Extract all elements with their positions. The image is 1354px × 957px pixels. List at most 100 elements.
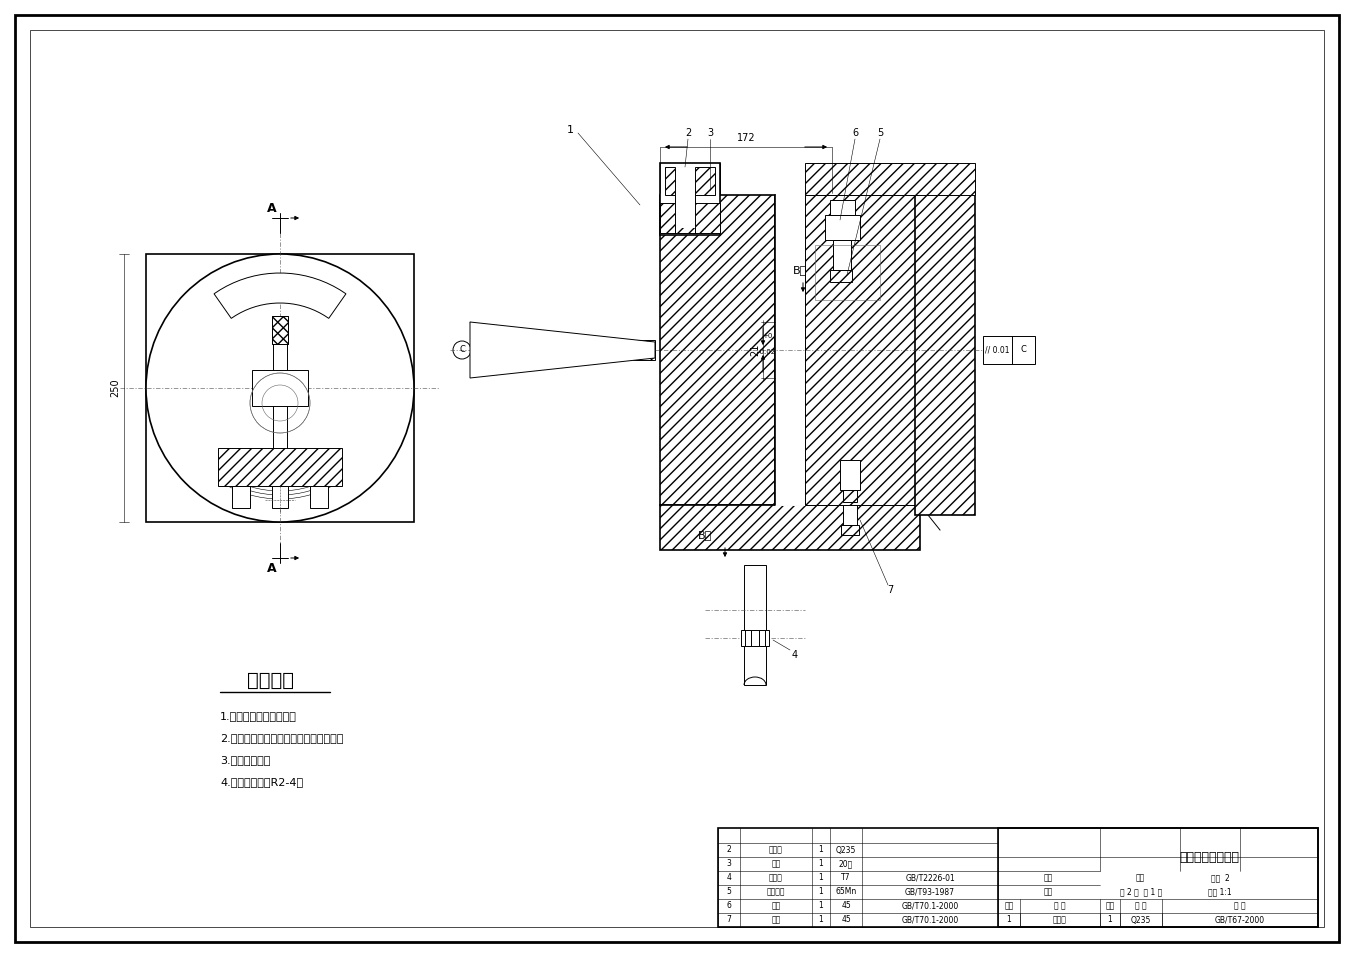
Bar	[659, 195, 774, 505]
Bar	[310, 486, 328, 508]
Bar	[676, 167, 695, 227]
Text: 制图: 制图	[1044, 887, 1052, 897]
Text: GB/T70.1-2000: GB/T70.1-2000	[902, 916, 959, 924]
Text: 1: 1	[819, 859, 823, 869]
Text: 技术要求: 技术要求	[246, 671, 294, 689]
Text: GB/T93-1987: GB/T93-1987	[904, 887, 955, 897]
Text: 45: 45	[841, 901, 850, 910]
Text: 螺母: 螺母	[772, 901, 781, 910]
Bar	[806, 163, 975, 195]
Text: 3: 3	[727, 859, 731, 869]
Text: 2: 2	[685, 128, 691, 138]
Text: C: C	[1020, 345, 1026, 354]
Text: 7: 7	[727, 916, 731, 924]
Text: 2.铸件应进行时效，退火，去应力处理。: 2.铸件应进行时效，退火，去应力处理。	[219, 733, 344, 743]
Bar	[830, 200, 854, 215]
Text: GB/T2226-01: GB/T2226-01	[904, 874, 955, 882]
Text: 平键块: 平键块	[769, 845, 783, 855]
Bar	[745, 630, 751, 646]
Text: -0.02: -0.02	[758, 349, 776, 355]
Text: 数量: 数量	[1105, 901, 1114, 910]
Text: 2: 2	[727, 845, 731, 855]
Text: GB/T70.1-2000: GB/T70.1-2000	[902, 901, 959, 910]
Text: Q235: Q235	[835, 845, 856, 855]
Text: A: A	[267, 202, 276, 214]
Text: B向: B向	[793, 265, 807, 275]
Text: 6: 6	[727, 901, 731, 910]
Text: 螺母: 螺母	[772, 916, 781, 924]
Text: 7: 7	[887, 585, 894, 595]
Text: 共 2 张  第 1 张: 共 2 张 第 1 张	[1120, 887, 1162, 897]
Text: 6: 6	[852, 128, 858, 138]
Bar	[272, 316, 288, 344]
Text: C: C	[459, 345, 464, 354]
Bar	[774, 195, 806, 505]
Text: T7: T7	[841, 874, 850, 882]
Text: 5: 5	[727, 887, 731, 897]
Text: 65Mn: 65Mn	[835, 887, 857, 897]
Text: 1: 1	[1006, 916, 1011, 924]
Bar	[844, 490, 857, 502]
Bar	[741, 630, 769, 646]
Text: 图号  2: 图号 2	[1210, 874, 1229, 882]
Bar	[272, 486, 288, 508]
Text: 支承钉: 支承钉	[769, 874, 783, 882]
Bar	[915, 185, 975, 515]
Circle shape	[146, 254, 414, 522]
Text: 1: 1	[819, 887, 823, 897]
Text: 1.夹具非工作表面涂漆。: 1.夹具非工作表面涂漆。	[219, 711, 297, 721]
Text: 45: 45	[841, 916, 850, 924]
Bar	[983, 336, 1034, 364]
Text: // 0.01: // 0.01	[984, 345, 1009, 354]
Text: 172: 172	[737, 133, 756, 143]
Text: 审核: 审核	[1044, 874, 1052, 882]
Text: 名 称: 名 称	[1055, 901, 1066, 910]
Text: 4: 4	[792, 650, 798, 660]
Text: 序号: 序号	[1005, 901, 1014, 910]
Bar	[272, 316, 288, 344]
Text: 250: 250	[110, 379, 121, 397]
Bar	[998, 828, 1317, 927]
Text: 20钢: 20钢	[839, 859, 853, 869]
Text: 数量: 数量	[1136, 874, 1144, 882]
Bar	[659, 163, 720, 235]
Text: 3.去毛刺锐边。: 3.去毛刺锐边。	[219, 755, 271, 765]
Text: GB/T67-2000: GB/T67-2000	[1215, 916, 1265, 924]
Bar	[839, 460, 860, 490]
Circle shape	[269, 277, 291, 299]
Circle shape	[454, 341, 471, 359]
Text: 4: 4	[727, 874, 731, 882]
Text: 1: 1	[819, 845, 823, 855]
Circle shape	[274, 282, 286, 294]
Text: 5: 5	[877, 128, 883, 138]
Bar	[743, 565, 766, 685]
Bar	[825, 215, 860, 240]
Text: 1: 1	[566, 125, 574, 135]
Text: Q235: Q235	[1131, 916, 1151, 924]
Bar	[833, 240, 852, 270]
Text: 材 料: 材 料	[1135, 901, 1147, 910]
Text: 夹具体: 夹具体	[1053, 916, 1067, 924]
Bar	[252, 370, 307, 406]
Bar	[665, 167, 715, 195]
Bar	[806, 195, 915, 505]
Text: +0: +0	[762, 333, 772, 339]
Bar	[844, 505, 857, 525]
Text: 21: 21	[750, 344, 760, 356]
Text: 阀体零件车床夹具: 阀体零件车床夹具	[1179, 851, 1239, 864]
Bar	[659, 505, 919, 550]
Text: 1: 1	[819, 901, 823, 910]
Text: 1: 1	[819, 874, 823, 882]
Text: A: A	[267, 562, 276, 574]
Bar	[841, 525, 858, 535]
Bar	[218, 448, 343, 486]
Bar	[634, 340, 655, 360]
Bar	[760, 630, 765, 646]
Text: 螺柱: 螺柱	[772, 859, 781, 869]
Text: 备 注: 备 注	[1235, 901, 1246, 910]
Text: 1: 1	[1108, 916, 1113, 924]
Bar	[659, 203, 720, 233]
Bar	[659, 163, 720, 195]
Text: 4.未注圆角均为R2-4。: 4.未注圆角均为R2-4。	[219, 777, 303, 787]
Bar	[274, 316, 287, 461]
